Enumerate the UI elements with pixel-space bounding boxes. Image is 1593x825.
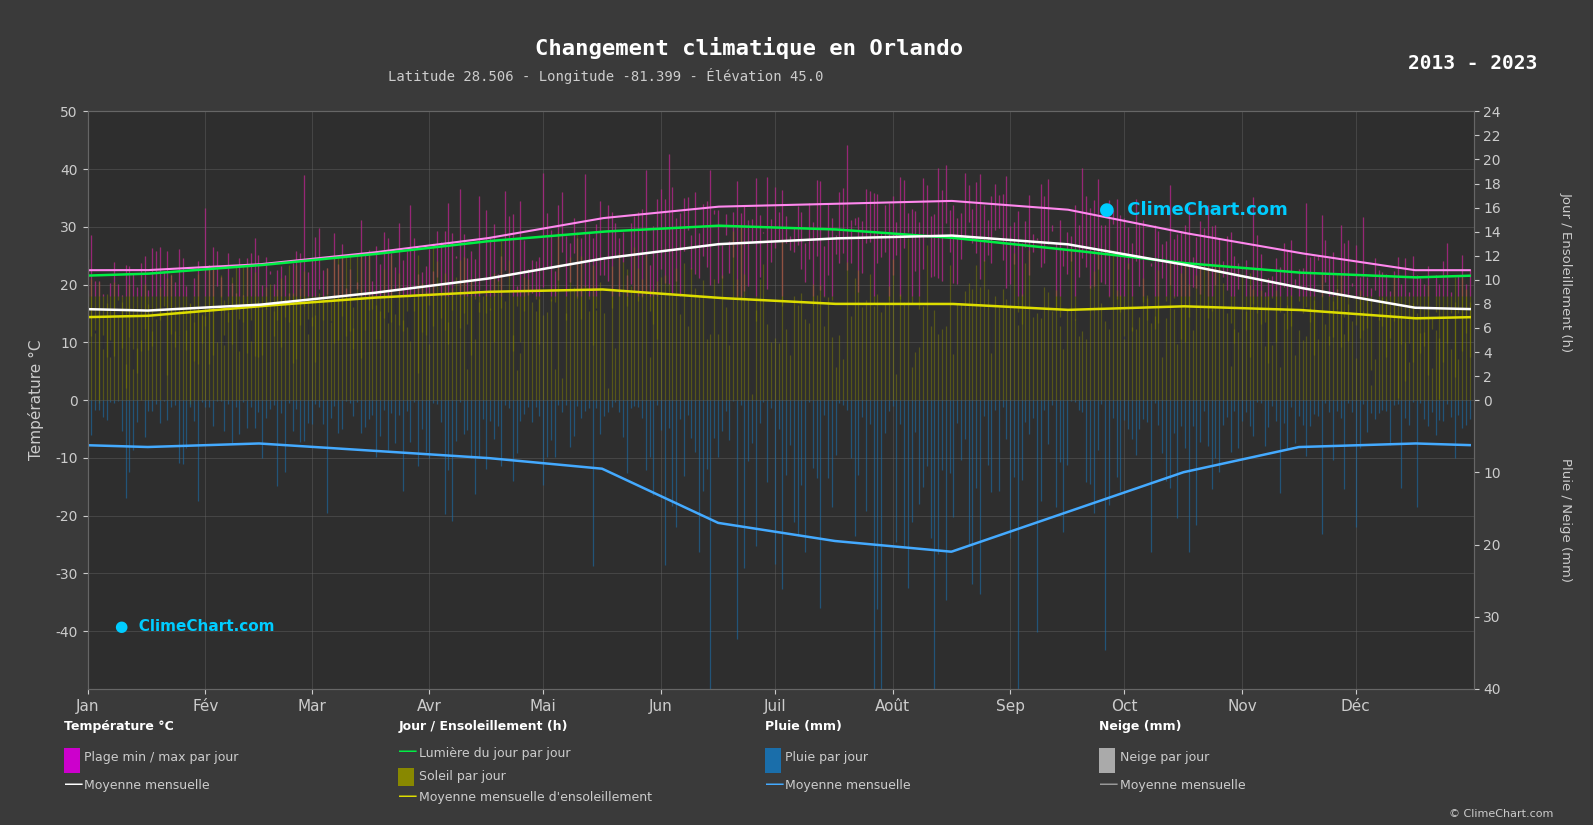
Text: —: — [398, 742, 417, 761]
Text: Lumière du jour par jour: Lumière du jour par jour [419, 747, 570, 760]
Text: —: — [765, 775, 784, 794]
Text: Soleil par jour: Soleil par jour [419, 770, 505, 783]
Text: Plage min / max par jour: Plage min / max par jour [84, 752, 239, 765]
Text: —: — [1099, 775, 1118, 794]
Text: Pluie par jour: Pluie par jour [785, 752, 868, 765]
Text: Neige par jour: Neige par jour [1120, 752, 1209, 765]
Text: Jour / Ensoleillement (h): Jour / Ensoleillement (h) [1560, 192, 1572, 352]
Text: Pluie (mm): Pluie (mm) [765, 720, 841, 733]
Text: Moyenne mensuelle: Moyenne mensuelle [785, 779, 911, 792]
Text: —: — [398, 787, 417, 806]
Text: ●  ClimeChart.com: ● ClimeChart.com [1099, 201, 1289, 219]
Text: Latitude 28.506 - Longitude -81.399 - Élévation 45.0: Latitude 28.506 - Longitude -81.399 - Él… [387, 68, 824, 83]
Text: Pluie / Neige (mm): Pluie / Neige (mm) [1560, 458, 1572, 582]
Text: © ClimeChart.com: © ClimeChart.com [1448, 808, 1553, 818]
Text: Température °C: Température °C [64, 720, 174, 733]
Text: Neige (mm): Neige (mm) [1099, 720, 1182, 733]
Text: ●  ClimeChart.com: ● ClimeChart.com [115, 619, 276, 634]
Text: Moyenne mensuelle: Moyenne mensuelle [84, 779, 210, 792]
Text: Moyenne mensuelle d'ensoleillement: Moyenne mensuelle d'ensoleillement [419, 791, 652, 804]
Text: Changement climatique en Orlando: Changement climatique en Orlando [535, 37, 962, 59]
Text: —: — [64, 775, 83, 794]
Text: 2013 - 2023: 2013 - 2023 [1408, 54, 1537, 73]
Text: Jour / Ensoleillement (h): Jour / Ensoleillement (h) [398, 720, 567, 733]
Text: Moyenne mensuelle: Moyenne mensuelle [1120, 779, 1246, 792]
Y-axis label: Température °C: Température °C [29, 340, 45, 460]
